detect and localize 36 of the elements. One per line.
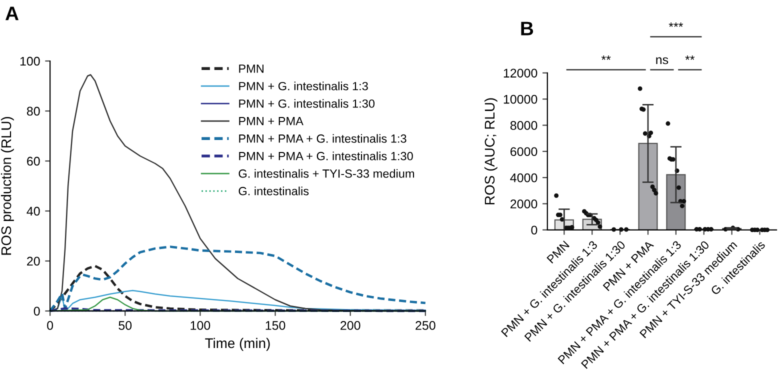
y-axis-title: ROS production (RLU) bbox=[0, 117, 14, 255]
y-tick-label: 6000 bbox=[510, 147, 538, 156]
y-tick-label: 10000 bbox=[504, 94, 538, 104]
y-axis-title: ROS (AUC; RLU) bbox=[484, 98, 498, 204]
x-tick-label: 250 bbox=[416, 321, 436, 330]
y-tick-label: 60 bbox=[27, 156, 40, 166]
legend-label: PMN bbox=[239, 64, 264, 73]
y-tick-label: 40 bbox=[26, 206, 40, 216]
y-tick-label: 2000 bbox=[510, 200, 538, 208]
y-tick-label: 0 bbox=[34, 306, 40, 316]
x-axis-title: Time (min) bbox=[205, 338, 270, 351]
chart-title: B bbox=[521, 22, 534, 36]
chart-title: A bbox=[5, 6, 19, 20]
y-tick-label: 0 bbox=[531, 226, 538, 235]
text: ** bbox=[685, 55, 695, 60]
legend-label: PMN + G. intestinalis 1:3 bbox=[239, 82, 368, 90]
y-tick-label: 4000 bbox=[510, 173, 538, 182]
legend-label: G. intestinalis bbox=[238, 186, 309, 196]
x-tick-label: 0 bbox=[47, 321, 54, 330]
x-tick-label: 100 bbox=[190, 321, 210, 330]
legend-label: PMN + PMA + G. intestinalis 1:30 bbox=[239, 152, 413, 160]
legend-label: PMN + G. intestinalis 1:30 bbox=[239, 99, 375, 108]
x-tick-label: 200 bbox=[340, 321, 360, 330]
text: ns bbox=[656, 57, 668, 64]
legend-label: G. intestinalis + TYI-S-33 medium bbox=[238, 169, 414, 178]
legend-label: PMN + PMA bbox=[239, 117, 304, 126]
text: *** bbox=[668, 22, 684, 27]
legend-label: PMN + PMA + G. intestinalis 1:3 bbox=[239, 134, 406, 143]
x-tick-label: 50 bbox=[118, 321, 132, 330]
y-tick-label: 20 bbox=[27, 256, 40, 266]
y-tick-label: 100 bbox=[20, 56, 40, 66]
y-tick-label: 12000 bbox=[504, 68, 538, 78]
text: ** bbox=[601, 55, 611, 60]
y-tick-label: 80 bbox=[26, 106, 40, 116]
x-tick-label: 150 bbox=[266, 321, 286, 330]
y-tick-label: 8000 bbox=[510, 121, 538, 130]
